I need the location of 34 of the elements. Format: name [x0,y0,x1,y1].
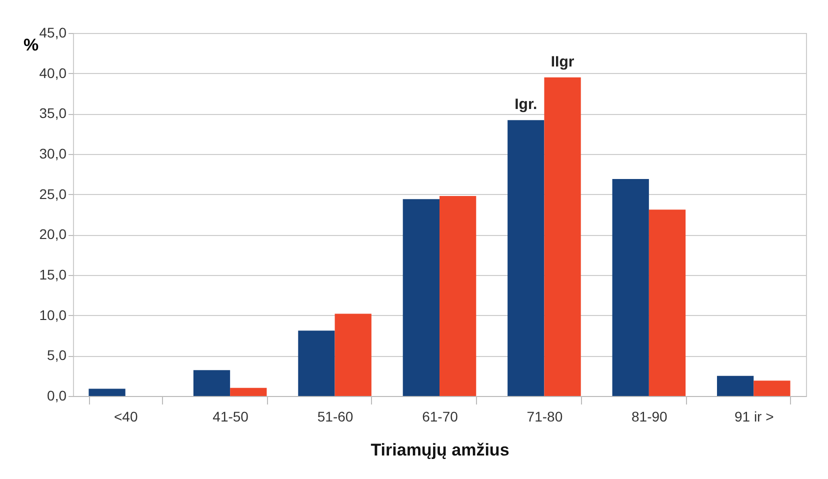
bar [334,314,372,396]
y-tick-label: 5,0 [47,347,67,364]
x-tick-label: 61-70 [422,408,458,424]
y-tick-label: 25,0 [39,186,67,202]
series-label: Igr. [514,96,538,114]
bar [716,376,754,396]
bar [230,388,267,396]
y-tick-label: 10,0 [39,306,67,323]
bar [754,380,790,396]
y-tick-label: 30,0 [39,146,67,162]
bar [298,330,335,396]
x-tick-label: 81-90 [632,408,668,424]
y-tick-label: 40,0 [39,64,67,81]
bar [88,388,126,396]
y-tick-label: 15,0 [39,266,67,282]
bar [508,120,544,396]
y-tick-label: 0,0 [47,388,67,404]
x-tick-label: 51-60 [317,408,354,424]
y-tick-label: 20,0 [39,226,67,242]
y-axis-title: % [24,36,39,54]
bar [193,370,230,396]
x-tick-label: 71-80 [526,408,563,424]
series-label: IIgr [550,53,574,70]
y-tick-label: 45,0 [39,24,67,40]
y-tick-label: 35,0 [39,105,67,122]
x-tick-label: <40 [114,408,138,424]
x-tick-label: 41-50 [212,408,249,424]
bar [544,77,581,396]
bar [648,210,686,396]
x-axis-title: Tiriamųjų amžius [370,440,510,460]
bar [440,196,476,396]
bar [612,179,649,396]
x-tick-label: 91 ir > [734,408,774,424]
bar [402,199,440,396]
